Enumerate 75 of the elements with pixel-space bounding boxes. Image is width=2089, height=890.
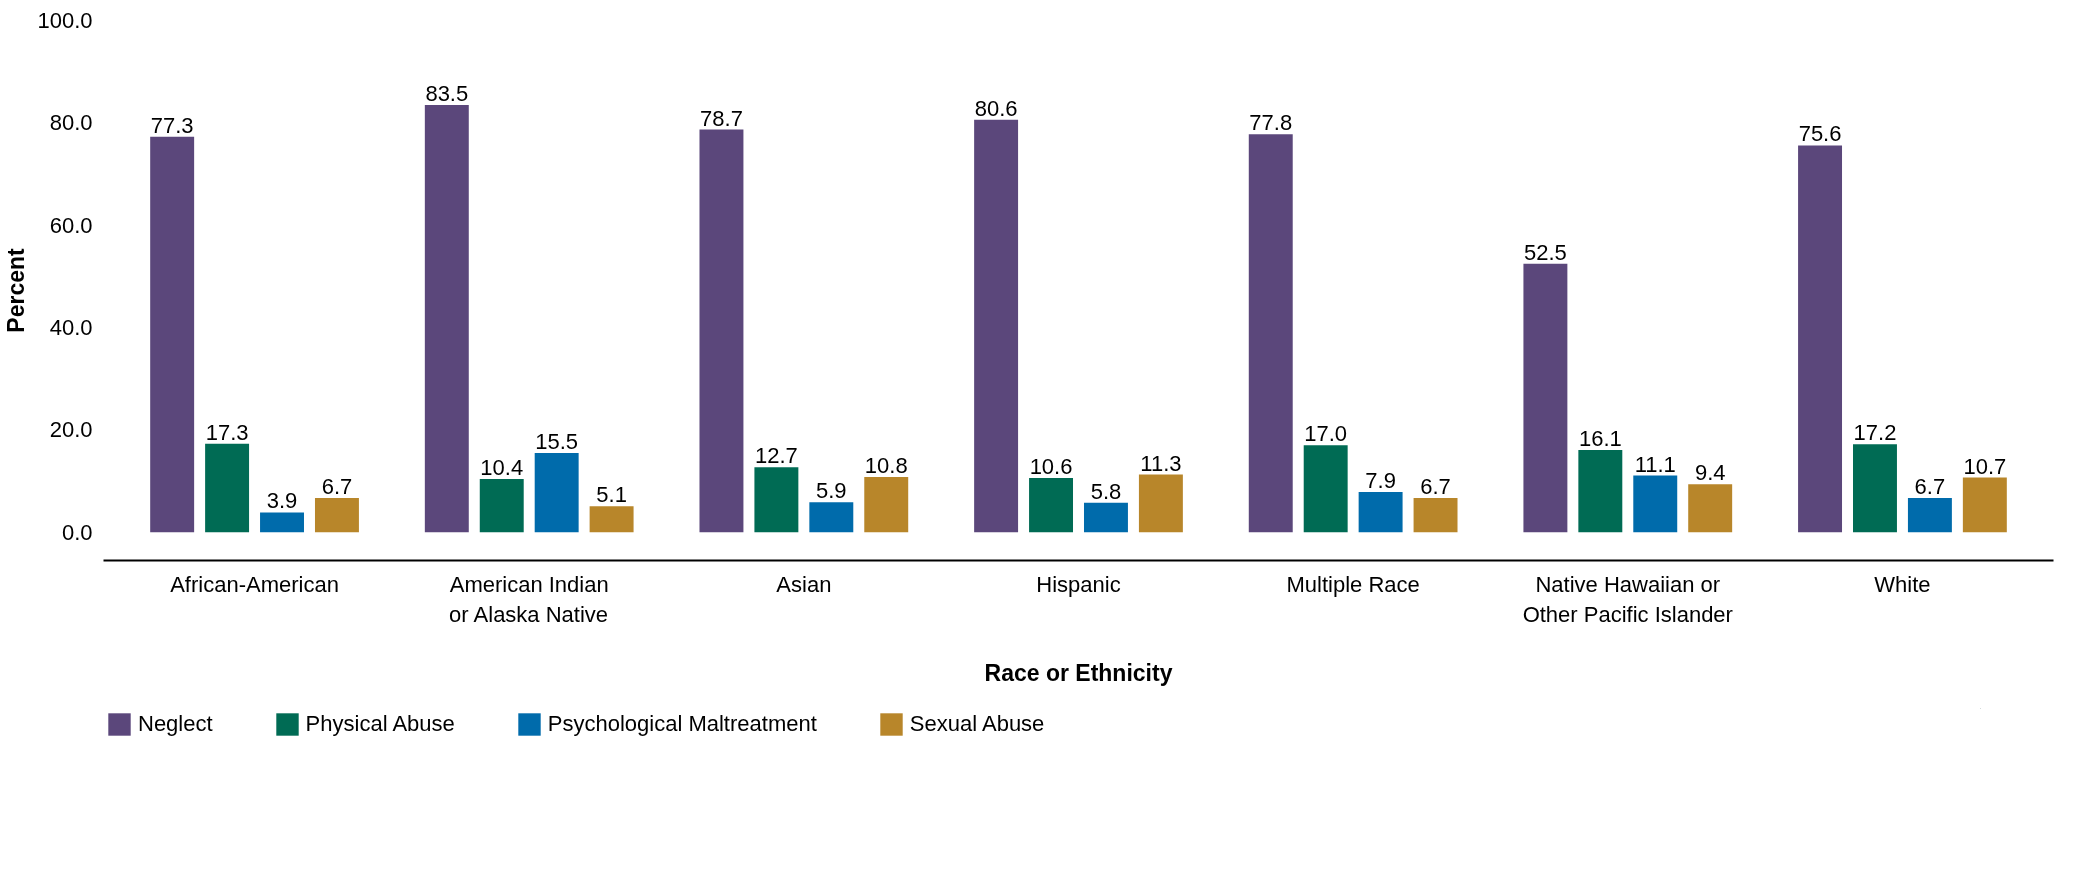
data-label: 10.4 bbox=[480, 455, 524, 481]
data-label: 9.4 bbox=[1694, 460, 1726, 486]
x-tick-label: Asian bbox=[776, 571, 832, 597]
bar bbox=[1578, 449, 1623, 533]
bar bbox=[864, 477, 909, 533]
data-label: 5.9 bbox=[816, 478, 847, 504]
legend-label: Psychological Maltreatment bbox=[547, 711, 817, 737]
bar bbox=[974, 119, 1019, 533]
bar bbox=[424, 104, 469, 533]
x-axis-title: Race or Ethnicity bbox=[984, 659, 1173, 686]
bar bbox=[1358, 491, 1403, 533]
bar bbox=[1029, 478, 1074, 533]
data-label: 15.5 bbox=[535, 429, 579, 455]
bar bbox=[1962, 477, 2007, 533]
legend-label: Physical Abuse bbox=[305, 711, 455, 737]
data-label: 11.1 bbox=[1634, 451, 1676, 477]
bar bbox=[1083, 502, 1128, 533]
bar bbox=[589, 506, 634, 533]
data-label: 52.5 bbox=[1523, 239, 1567, 265]
data-label: 5.8 bbox=[1090, 478, 1122, 504]
data-label: 17.3 bbox=[205, 419, 249, 445]
data-label: 10.8 bbox=[864, 453, 908, 479]
bar bbox=[1633, 475, 1678, 533]
y-tick-label: 40.0 bbox=[49, 315, 93, 341]
legend-label: Sexual Abuse bbox=[909, 711, 1045, 737]
y-tick-label: 80.0 bbox=[49, 110, 93, 136]
data-label: 6.7 bbox=[1914, 474, 1946, 500]
x-tick-label: American Indian or Alaska Native bbox=[449, 571, 609, 627]
y-tick-label: 100.0 bbox=[37, 8, 93, 33]
bar bbox=[1303, 445, 1348, 533]
bar bbox=[479, 479, 524, 533]
bar bbox=[1248, 134, 1293, 533]
bar bbox=[1138, 474, 1183, 533]
x-tick-label: Hispanic bbox=[1036, 571, 1121, 597]
data-label: 77.3 bbox=[150, 112, 194, 138]
data-label: 83.5 bbox=[425, 80, 469, 106]
bar bbox=[260, 512, 304, 533]
data-label: 5.1 bbox=[596, 482, 627, 508]
data-label: 6.7 bbox=[1420, 474, 1451, 500]
legend-label: Neglect bbox=[138, 711, 213, 737]
bar bbox=[754, 467, 799, 533]
x-tick-label: White bbox=[1874, 571, 1931, 597]
data-label: 77.8 bbox=[1249, 110, 1293, 136]
bar bbox=[150, 136, 195, 533]
data-label: 16.1 bbox=[1578, 425, 1622, 451]
bar bbox=[1907, 498, 1952, 533]
data-label: 17.2 bbox=[1853, 420, 1897, 446]
y-tick-label: 0.0 bbox=[61, 519, 93, 545]
x-tick-label: Multiple Race bbox=[1286, 571, 1420, 597]
data-label: 10.7 bbox=[1963, 453, 2007, 479]
data-label: 80.6 bbox=[974, 95, 1018, 121]
bar bbox=[1798, 145, 1843, 533]
y-tick-label: 20.0 bbox=[49, 417, 93, 443]
data-label: 17.0 bbox=[1304, 421, 1348, 447]
bar bbox=[205, 443, 250, 533]
bar bbox=[314, 498, 359, 533]
data-label: 78.7 bbox=[700, 105, 743, 131]
x-tick-label: African-American bbox=[170, 571, 339, 597]
data-label: 7.9 bbox=[1365, 467, 1396, 493]
bar bbox=[1523, 263, 1568, 533]
data-label: 6.7 bbox=[321, 474, 353, 500]
bar bbox=[534, 453, 579, 533]
x-tick-label: Native Hawaiian or Other Pacific Islander bbox=[1522, 571, 1733, 627]
data-label: 11.3 bbox=[1140, 450, 1182, 476]
bar bbox=[1853, 444, 1897, 533]
bar bbox=[699, 129, 744, 533]
data-label: 12.7 bbox=[754, 443, 798, 469]
data-label: 3.9 bbox=[266, 488, 298, 514]
data-label: 10.6 bbox=[1029, 454, 1073, 480]
y-axis-title: Percent bbox=[3, 247, 30, 333]
bar bbox=[809, 502, 854, 533]
bar bbox=[1688, 484, 1733, 533]
y-tick-label: 60.0 bbox=[49, 212, 93, 238]
data-label: 75.6 bbox=[1798, 121, 1842, 147]
bar bbox=[1413, 498, 1458, 533]
